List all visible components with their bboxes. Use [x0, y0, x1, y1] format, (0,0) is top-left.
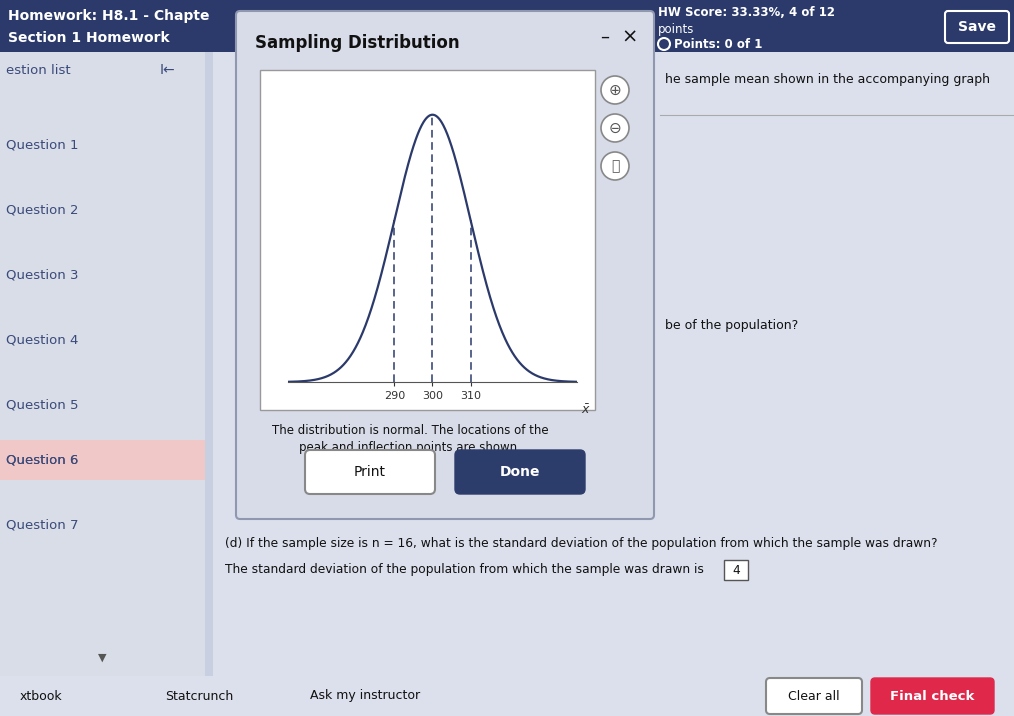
FancyBboxPatch shape: [0, 440, 205, 480]
Text: Final check: Final check: [890, 690, 974, 702]
FancyBboxPatch shape: [724, 560, 748, 580]
Text: Question 1: Question 1: [6, 138, 78, 152]
Text: Ask my instructor: Ask my instructor: [310, 690, 420, 702]
Text: Question 7: Question 7: [6, 518, 78, 531]
Text: points: points: [658, 24, 695, 37]
Text: ⧉: ⧉: [610, 159, 620, 173]
Text: Question 5: Question 5: [6, 399, 78, 412]
Text: –: –: [600, 28, 609, 46]
Text: Question 6: Question 6: [6, 453, 78, 467]
Text: Statcrunch: Statcrunch: [165, 690, 233, 702]
Text: Print: Print: [354, 465, 386, 479]
Text: ×: ×: [622, 27, 638, 47]
Circle shape: [601, 114, 629, 142]
Text: HW Score: 33.33%, 4 of 12: HW Score: 33.33%, 4 of 12: [658, 6, 835, 19]
Text: Question 2: Question 2: [6, 203, 78, 216]
Text: (d) If the sample size is n = 16, what is the standard deviation of the populati: (d) If the sample size is n = 16, what i…: [225, 536, 938, 549]
Text: peak and inflection points are shown.: peak and inflection points are shown.: [299, 442, 521, 455]
Text: ▼: ▼: [97, 653, 106, 663]
Text: I←: I←: [160, 63, 175, 77]
Text: Clear all: Clear all: [788, 690, 840, 702]
Text: 4: 4: [732, 563, 740, 576]
FancyBboxPatch shape: [945, 11, 1009, 43]
FancyBboxPatch shape: [205, 0, 213, 50]
FancyBboxPatch shape: [213, 52, 1014, 716]
FancyBboxPatch shape: [213, 475, 1014, 716]
Text: Question 4: Question 4: [6, 334, 78, 347]
Circle shape: [601, 76, 629, 104]
Text: Done: Done: [500, 465, 540, 479]
Text: The distribution is normal. The locations of the: The distribution is normal. The location…: [272, 423, 549, 437]
Text: Homework: H8.1 - Chapte: Homework: H8.1 - Chapte: [8, 9, 210, 23]
Text: ⊕: ⊕: [608, 82, 622, 97]
Text: Section 1 Homework: Section 1 Homework: [8, 31, 169, 45]
Text: Sampling Distribution: Sampling Distribution: [255, 34, 459, 52]
FancyBboxPatch shape: [305, 450, 435, 494]
Text: estion list: estion list: [6, 64, 71, 77]
Text: ⊖: ⊖: [608, 120, 622, 135]
Text: Question 6: Question 6: [6, 453, 78, 467]
FancyBboxPatch shape: [0, 676, 1014, 716]
Text: Save: Save: [958, 20, 996, 34]
FancyBboxPatch shape: [766, 678, 862, 714]
FancyBboxPatch shape: [260, 70, 595, 410]
FancyBboxPatch shape: [455, 450, 585, 494]
Text: be of the population?: be of the population?: [665, 319, 798, 332]
Text: ⚙: ⚙: [976, 11, 994, 29]
Text: Points: 0 of 1: Points: 0 of 1: [674, 37, 763, 51]
Text: $\bar{x}$: $\bar{x}$: [581, 403, 590, 417]
Text: xtbook: xtbook: [20, 690, 63, 702]
FancyBboxPatch shape: [0, 0, 1014, 52]
Circle shape: [601, 152, 629, 180]
Text: Question 3: Question 3: [6, 268, 78, 281]
Text: he sample mean shown in the accompanying graph: he sample mean shown in the accompanying…: [665, 74, 990, 87]
Text: The standard deviation of the population from which the sample was drawn is: The standard deviation of the population…: [225, 563, 704, 576]
FancyBboxPatch shape: [871, 678, 994, 714]
FancyBboxPatch shape: [0, 52, 205, 716]
FancyBboxPatch shape: [236, 11, 654, 519]
